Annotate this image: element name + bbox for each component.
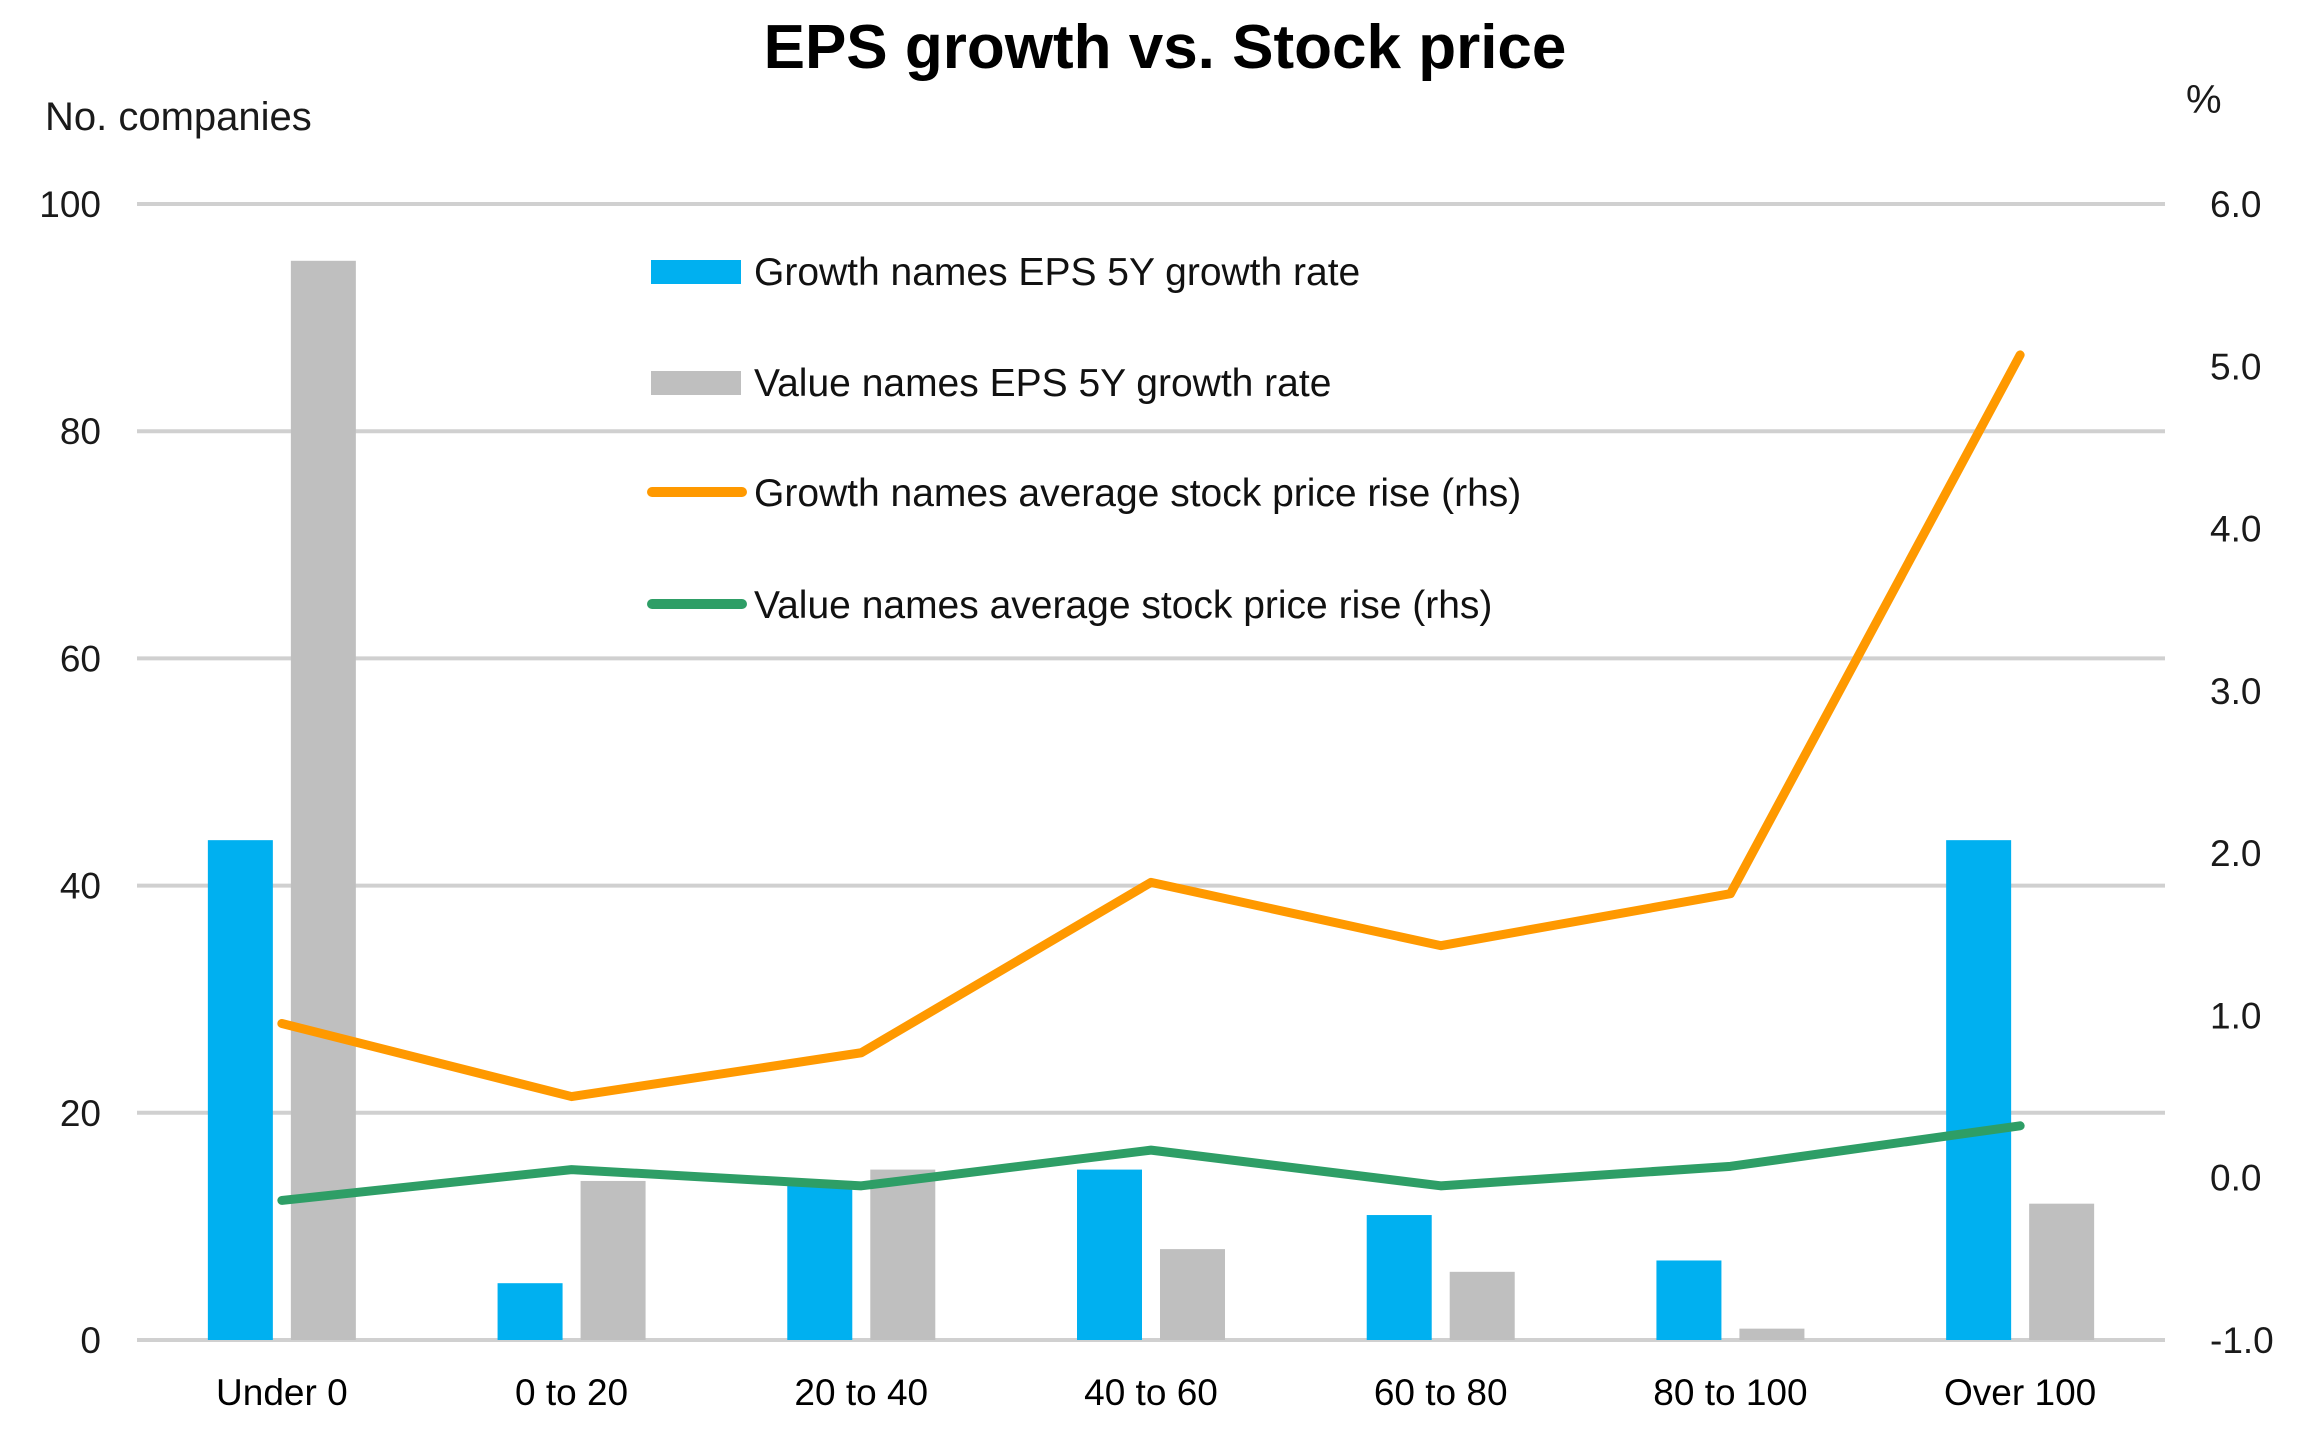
y2-tick-label: 4.0: [2210, 509, 2261, 550]
y2-tick-label: 0.0: [2210, 1158, 2261, 1199]
growth-eps-bar: [1077, 1169, 1142, 1340]
y2-tick-label: 3.0: [2210, 671, 2261, 712]
y2-tick-label: -1.0: [2210, 1320, 2274, 1361]
legend-swatch: [651, 371, 741, 395]
value-eps-bar: [1739, 1328, 1805, 1340]
value-eps-bar: [2029, 1203, 2095, 1340]
y-tick-label: 60: [60, 638, 101, 679]
y2-tick-label: 6.0: [2210, 184, 2261, 225]
x-tick-label: Over 100: [1944, 1372, 2096, 1413]
growth-eps-bar: [1656, 1260, 1722, 1340]
x-tick-label: 0 to 20: [515, 1372, 628, 1413]
x-tick-label: 20 to 40: [794, 1372, 928, 1413]
value-eps-bar: [580, 1180, 646, 1340]
value-eps-bar: [1160, 1249, 1225, 1340]
x-tick-label: 40 to 60: [1084, 1372, 1218, 1413]
y-axis-ticks: 0 20 40 60 80 100: [39, 184, 101, 1361]
legend-label: Growth names average stock price rise (r…: [754, 472, 1521, 515]
x-axis-ticks: Under 0 0 to 20 20 to 40 40 to 60 60 to 80 80…: [216, 1372, 2096, 1413]
chart-title: EPS growth vs. Stock price: [764, 13, 1567, 82]
legend-label: Growth names EPS 5Y growth rate: [754, 251, 1360, 294]
y-tick-label: 80: [60, 411, 101, 452]
y-tick-label: 40: [60, 866, 101, 907]
value-eps-bar: [290, 260, 356, 1340]
growth-price-line: [277, 350, 2025, 1102]
x-tick-label: Under 0: [216, 1372, 348, 1413]
legend-item: Value names average stock price rise (rh…: [647, 584, 1492, 627]
legend-item: Value names EPS 5Y growth rate: [651, 362, 1331, 405]
growth-eps-bar: [1366, 1215, 1432, 1340]
legend: Growth names EPS 5Y growth rate Value nam…: [647, 251, 1521, 627]
y-tick-label: 20: [60, 1093, 101, 1134]
y-axis-title: No. companies: [45, 95, 312, 139]
y2-axis-title: %: [2186, 78, 2222, 122]
y2-axis-ticks: -1.0 0.0 1.0 2.0 3.0 4.0 5.0 6.0: [2210, 184, 2274, 1361]
lines: [277, 350, 2025, 1205]
value-eps-bar: [870, 1169, 936, 1340]
growth-eps-bar: [497, 1283, 563, 1340]
legend-item: Growth names EPS 5Y growth rate: [651, 251, 1360, 294]
growth-eps-bar: [207, 840, 273, 1340]
legend-item: Growth names average stock price rise (r…: [647, 472, 1521, 515]
y-tick-label: 100: [39, 184, 101, 225]
y-tick-label: 0: [80, 1320, 101, 1361]
bars: [207, 260, 2095, 1340]
x-tick-label: 80 to 100: [1653, 1372, 1807, 1413]
y2-tick-label: 2.0: [2210, 833, 2261, 874]
legend-swatch: [651, 260, 741, 284]
legend-label: Value names average stock price rise (rh…: [754, 584, 1492, 627]
value-eps-bar: [1449, 1271, 1515, 1340]
legend-label: Value names EPS 5Y growth rate: [754, 362, 1331, 405]
value-price-line: [277, 1121, 2025, 1205]
y2-tick-label: 5.0: [2210, 346, 2261, 387]
y2-tick-label: 1.0: [2210, 995, 2261, 1036]
growth-eps-bar: [1946, 840, 2012, 1340]
growth-eps-bar: [787, 1180, 853, 1340]
x-tick-label: 60 to 80: [1374, 1372, 1508, 1413]
